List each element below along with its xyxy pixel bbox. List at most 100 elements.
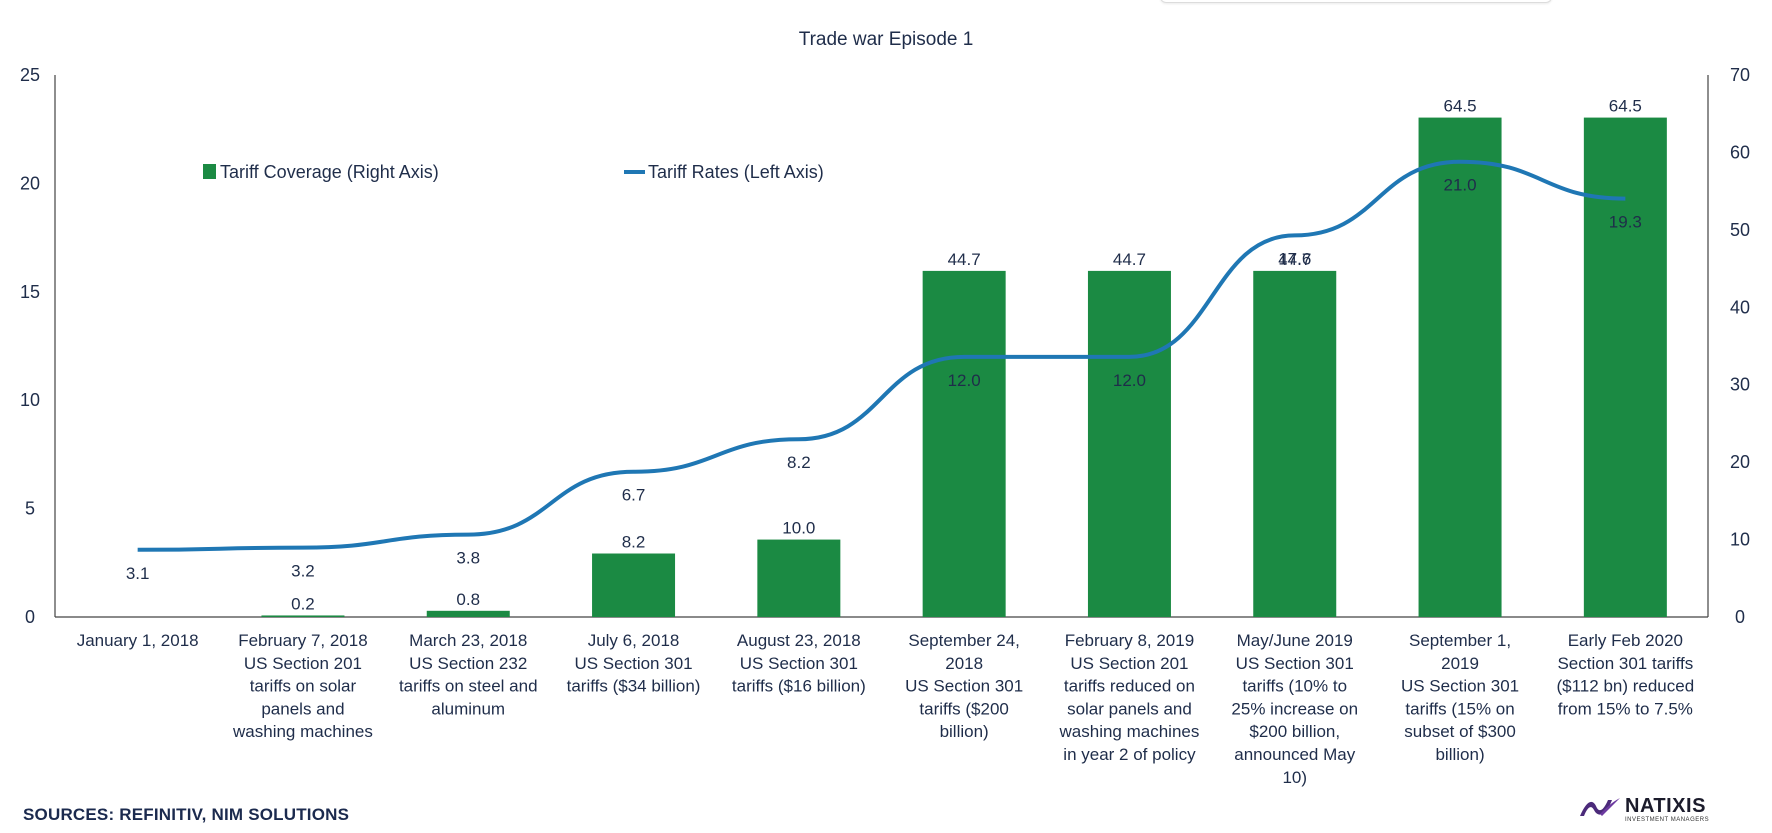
x-tick-label-line: 10) bbox=[1282, 768, 1307, 787]
bar-data-label: 10.0 bbox=[782, 519, 815, 538]
x-tick-label-line: US Section 201 bbox=[1070, 654, 1188, 673]
bar-data-label: 0.2 bbox=[291, 594, 315, 613]
bar bbox=[592, 553, 676, 617]
y-right-tick-label: 60 bbox=[1730, 142, 1750, 162]
x-tick-label-line: Early Feb 2020 bbox=[1568, 631, 1683, 650]
x-tick-label-line: September 24, bbox=[908, 631, 1020, 650]
bar-data-label: 8.2 bbox=[622, 533, 646, 552]
x-tick-label-line: March 23, 2018 bbox=[409, 631, 527, 650]
x-tick-label-line: 25% increase on bbox=[1231, 699, 1358, 718]
x-tick-label-line: US Section 301 bbox=[740, 654, 858, 673]
y-right-tick-label: 20 bbox=[1730, 452, 1750, 472]
x-tick-label-line: September 1, bbox=[1409, 631, 1511, 650]
x-tick-label: March 23, 2018 US Section 232 tariffs on s… bbox=[399, 631, 538, 718]
chart-title: Trade war Episode 1 bbox=[799, 29, 974, 50]
y-left-tick-label: 25 bbox=[20, 65, 40, 85]
legend-label-rates: Tariff Rates (Left Axis) bbox=[648, 162, 824, 182]
bar-data-label: 44.7 bbox=[948, 250, 981, 269]
bar bbox=[1087, 270, 1171, 617]
bar-data-label: 44.7 bbox=[1113, 250, 1146, 269]
x-tick-label-line: tariffs (15% on bbox=[1405, 699, 1514, 718]
line-data-label: 19.3 bbox=[1609, 213, 1642, 232]
logo-subtitle: INVESTMENT MANAGERS bbox=[1625, 817, 1710, 823]
line-data-label: 3.2 bbox=[291, 562, 315, 581]
x-tick-label: January 1, 2018 bbox=[77, 631, 199, 650]
logo-swoosh-icon bbox=[1580, 798, 1620, 816]
x-tick-label-line: announced May bbox=[1234, 745, 1355, 764]
bar bbox=[1583, 117, 1667, 617]
bar bbox=[1418, 117, 1502, 617]
x-tick-label-line: US Section 301 bbox=[1401, 677, 1519, 696]
x-tick-label-line: washing machines bbox=[1059, 722, 1200, 741]
x-tick-label-line: February 8, 2019 bbox=[1065, 631, 1194, 650]
x-tick-label: Early Feb 2020 Section 301 tariffs ($112 b… bbox=[1557, 631, 1695, 718]
y-left-tick-label: 10 bbox=[20, 390, 40, 410]
line-data-label: 12.0 bbox=[948, 371, 981, 390]
x-tick-label-line: washing machines bbox=[232, 722, 373, 741]
y-right-tick-label: 40 bbox=[1730, 297, 1750, 317]
x-tick-label-line: tariffs reduced on bbox=[1064, 677, 1195, 696]
y-right-tick-label: 30 bbox=[1730, 375, 1750, 395]
natixis-logo: NATIXIS INVESTMENT MANAGERS bbox=[1578, 792, 1738, 828]
legend-label-coverage: Tariff Coverage (Right Axis) bbox=[220, 162, 439, 182]
y-right-tick-label: 10 bbox=[1730, 530, 1750, 550]
x-tick-label-line: tariffs ($200 bbox=[919, 699, 1008, 718]
x-tick-label-line: August 23, 2018 bbox=[737, 631, 861, 650]
y-left-tick-label: 5 bbox=[25, 499, 35, 519]
x-tick-label: September 1, 2019 US Section 301 tariffs (1… bbox=[1401, 631, 1519, 764]
x-tick-label-line: tariffs ($16 billion) bbox=[732, 677, 866, 696]
x-tick-label-line: 2019 bbox=[1441, 654, 1479, 673]
x-tick-label-line: solar panels and bbox=[1067, 699, 1192, 718]
y-right-tick-label: 70 bbox=[1730, 65, 1750, 85]
x-tick-label-line: tariffs (10% to bbox=[1242, 677, 1347, 696]
bar bbox=[426, 610, 510, 617]
x-tick-label-line: US Section 232 bbox=[409, 654, 527, 673]
bar bbox=[1253, 270, 1337, 617]
x-tick-label-line: July 6, 2018 bbox=[588, 631, 680, 650]
x-tick-label-line: from 15% to 7.5% bbox=[1558, 699, 1693, 718]
x-tick-label-line: billion) bbox=[1435, 745, 1484, 764]
x-tick-label: July 6, 2018 US Section 301 tariffs ($34 b… bbox=[567, 631, 701, 696]
line-data-label: 12.0 bbox=[1113, 371, 1146, 390]
x-tick-label-line: $200 billion, bbox=[1249, 722, 1340, 741]
x-tick-label-line: January 1, 2018 bbox=[77, 631, 199, 650]
x-tick-label: May/June 2019 US Section 301 tariffs (10% … bbox=[1231, 631, 1358, 787]
x-tick-label-line: tariffs ($34 billion) bbox=[567, 677, 701, 696]
x-tick-label-line: US Section 301 bbox=[1236, 654, 1354, 673]
x-tick-label-line: in year 2 of policy bbox=[1063, 745, 1196, 764]
x-tick-label-line: February 7, 2018 bbox=[238, 631, 367, 650]
x-tick-label-line: US Section 301 bbox=[574, 654, 692, 673]
x-tick-label-line: billion) bbox=[940, 722, 989, 741]
bar-data-label: 64.5 bbox=[1609, 97, 1642, 116]
line-data-label: 17.6 bbox=[1278, 249, 1311, 268]
line-data-label: 3.1 bbox=[126, 564, 150, 583]
x-tick-label-line: 2018 bbox=[945, 654, 983, 673]
y-left-tick-label: 15 bbox=[20, 282, 40, 302]
x-tick-label-line: Section 301 tariffs bbox=[1557, 654, 1693, 673]
y-right-tick-label: 50 bbox=[1730, 220, 1750, 240]
x-tick-label: August 23, 2018 US Section 301 tariffs ($1… bbox=[732, 631, 866, 696]
x-tick-label-line: tariffs on solar bbox=[250, 677, 357, 696]
x-tick-label-line: US Section 201 bbox=[244, 654, 362, 673]
legend-swatch-bar bbox=[203, 164, 216, 179]
line-data-label: 8.2 bbox=[787, 453, 811, 472]
y-left-tick-label: 20 bbox=[20, 173, 40, 193]
x-tick-label: February 8, 2019 US Section 201 tariffs re… bbox=[1059, 631, 1200, 764]
line-data-label: 21.0 bbox=[1444, 176, 1477, 195]
line-data-label: 3.8 bbox=[456, 549, 480, 568]
x-tick-label-line: ($112 bn) reduced bbox=[1557, 677, 1695, 696]
y-right-tick-label: 0 bbox=[1735, 607, 1745, 627]
line-series bbox=[137, 159, 1626, 552]
x-tick-label-line: May/June 2019 bbox=[1237, 631, 1353, 650]
x-tick-label: February 7, 2018 US Section 201 tariffs on… bbox=[232, 631, 373, 741]
bar-data-label: 44.7 bbox=[1278, 250, 1311, 269]
x-tick-label-line: aluminum bbox=[431, 699, 505, 718]
line-data-label: 6.7 bbox=[622, 486, 646, 505]
sources-note: SOURCES: REFINITIV, NIM SOLUTIONS bbox=[23, 805, 350, 824]
bar bbox=[922, 270, 1006, 617]
x-tick-label-line: US Section 301 bbox=[905, 677, 1023, 696]
bar bbox=[261, 615, 345, 617]
x-tick-label-line: subset of $300 bbox=[1404, 722, 1516, 741]
logo-name: NATIXIS bbox=[1625, 795, 1706, 817]
